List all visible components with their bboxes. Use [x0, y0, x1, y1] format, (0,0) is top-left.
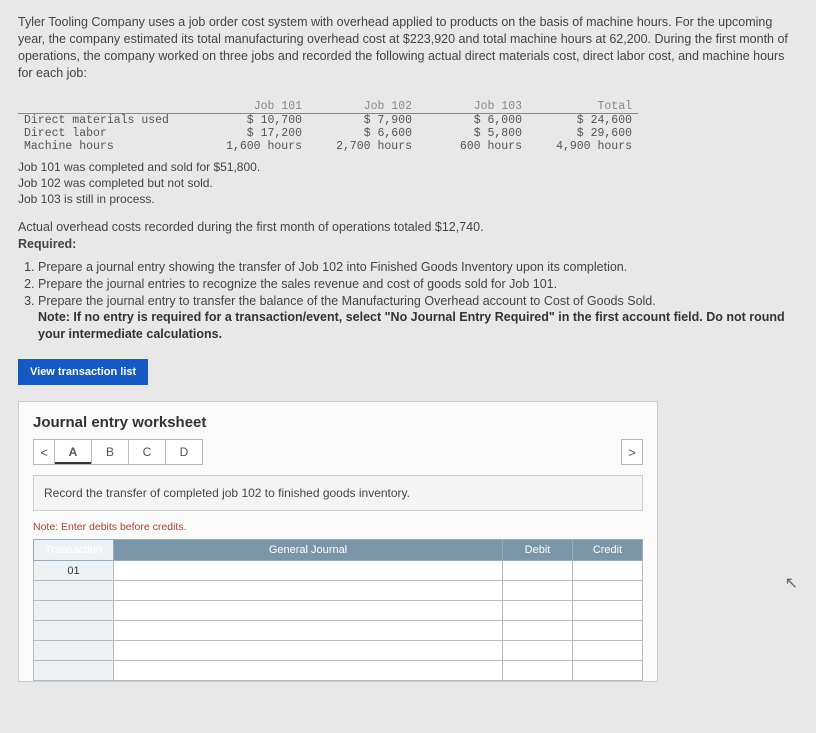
requirements-list: Prepare a journal entry showing the tran… — [18, 259, 798, 343]
row-mh-102: 2,700 hours — [308, 140, 418, 153]
row-dl-102: $ 6,600 — [308, 127, 418, 140]
th-general-journal: General Journal — [114, 540, 503, 561]
row-dm-101: $ 10,700 — [198, 113, 308, 127]
req-2: Prepare the journal entries to recognize… — [38, 276, 798, 293]
th-job103: Job 103 — [418, 100, 528, 114]
intro-text: Tyler Tooling Company uses a job order c… — [18, 14, 798, 82]
journal-entry-worksheet: Journal entry worksheet < A B C D > Reco… — [18, 401, 658, 682]
debits-before-credits-note: Note: Enter debits before credits. — [33, 521, 643, 533]
row-mh-101: 1,600 hours — [198, 140, 308, 153]
cell-debit-3[interactable] — [503, 601, 573, 621]
cell-tx-01: 01 — [34, 561, 114, 581]
tab-c[interactable]: C — [128, 439, 166, 465]
th-job102: Job 102 — [308, 100, 418, 114]
th-debit: Debit — [503, 540, 573, 561]
req-1: Prepare a journal entry showing the tran… — [38, 259, 798, 276]
cell-account-2[interactable] — [114, 581, 503, 601]
worksheet-title: Journal entry worksheet — [33, 414, 643, 431]
row-mh-103: 600 hours — [418, 140, 528, 153]
required-label: Required: — [18, 237, 76, 251]
tab-d[interactable]: D — [165, 439, 203, 465]
note-job102: Job 102 was completed but not sold. — [18, 175, 798, 191]
job-status-notes: Job 101 was completed and sold for $51,8… — [18, 159, 798, 208]
tab-prev-button[interactable]: < — [33, 439, 55, 465]
cell-tx-blank-2 — [34, 581, 114, 601]
cell-debit-1[interactable] — [503, 561, 573, 581]
row-dl-label: Direct labor — [18, 127, 198, 140]
tab-b[interactable]: B — [91, 439, 129, 465]
cell-account-1[interactable] — [114, 561, 503, 581]
req-3: Prepare the journal entry to transfer th… — [38, 293, 798, 344]
req-note: Note: If no entry is required for a tran… — [38, 310, 785, 341]
job-cost-table: Job 101 Job 102 Job 103 Total Direct mat… — [18, 100, 638, 153]
tab-next-button[interactable]: > — [621, 439, 643, 465]
row-dm-102: $ 7,900 — [308, 113, 418, 127]
row-dm-label: Direct materials used — [18, 113, 198, 127]
row-mh-label: Machine hours — [18, 140, 198, 153]
th-total: Total — [528, 100, 638, 114]
cursor-icon: ↖ — [785, 573, 798, 593]
row-dl-101: $ 17,200 — [198, 127, 308, 140]
th-job101: Job 101 — [198, 100, 308, 114]
th-transaction: Transaction — [34, 540, 114, 561]
cell-account-5[interactable] — [114, 641, 503, 661]
cell-account-3[interactable] — [114, 601, 503, 621]
cell-account-4[interactable] — [114, 621, 503, 641]
cell-credit-4[interactable] — [573, 621, 643, 641]
cell-credit-5[interactable] — [573, 641, 643, 661]
cell-debit-6[interactable] — [503, 661, 573, 681]
cell-credit-2[interactable] — [573, 581, 643, 601]
journal-entry-table: Transaction General Journal Debit Credit… — [33, 539, 643, 681]
cell-debit-4[interactable] — [503, 621, 573, 641]
cell-credit-6[interactable] — [573, 661, 643, 681]
row-dm-103: $ 6,000 — [418, 113, 528, 127]
note-job103: Job 103 is still in process. — [18, 191, 798, 207]
worksheet-tabs: < A B C D > — [33, 439, 643, 465]
cell-tx-blank-3 — [34, 601, 114, 621]
cell-tx-blank-4 — [34, 621, 114, 641]
th-blank — [18, 100, 198, 114]
cell-tx-blank-6 — [34, 661, 114, 681]
cell-credit-3[interactable] — [573, 601, 643, 621]
actual-overhead-text: Actual overhead costs recorded during th… — [18, 220, 484, 234]
row-dl-103: $ 5,800 — [418, 127, 528, 140]
row-dl-total: $ 29,600 — [528, 127, 638, 140]
th-credit: Credit — [573, 540, 643, 561]
cell-account-6[interactable] — [114, 661, 503, 681]
cell-debit-5[interactable] — [503, 641, 573, 661]
cell-debit-2[interactable] — [503, 581, 573, 601]
row-mh-total: 4,900 hours — [528, 140, 638, 153]
view-transaction-list-button[interactable]: View transaction list — [18, 359, 148, 385]
row-dm-total: $ 24,600 — [528, 113, 638, 127]
tab-a[interactable]: A — [54, 439, 92, 465]
cell-tx-blank-5 — [34, 641, 114, 661]
instruction-box: Record the transfer of completed job 102… — [33, 475, 643, 511]
cell-credit-1[interactable] — [573, 561, 643, 581]
note-job101: Job 101 was completed and sold for $51,8… — [18, 159, 798, 175]
